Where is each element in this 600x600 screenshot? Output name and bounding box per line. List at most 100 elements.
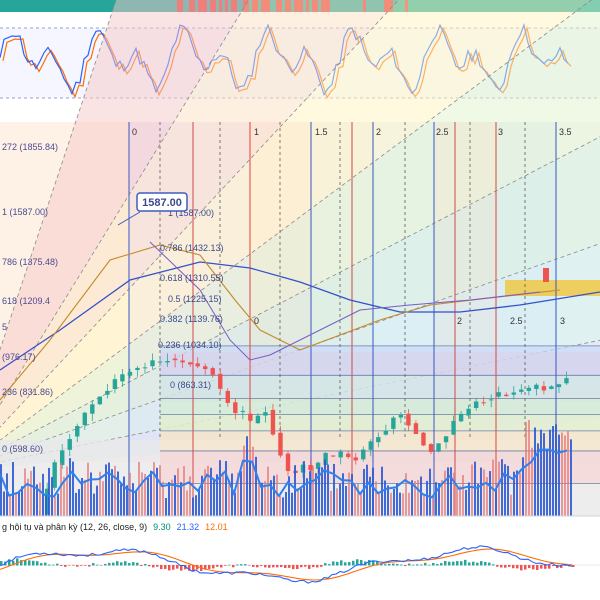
volume-bar-down [486,477,488,516]
volume-bar-up [522,457,524,516]
volume-bar-up [36,484,38,516]
macd-histogram-up [36,561,39,566]
macd-histogram-up [52,564,55,566]
volume-bar-down [153,462,155,516]
macd-histogram-down [160,565,163,570]
volume-bar-up [246,436,248,516]
macd-title: g hội tụ và phân kỳ (12, 26, close, 9) [2,522,147,532]
macd-histogram-down [532,565,535,570]
macd-histogram-up [428,564,431,566]
candle-up [90,404,95,414]
volume-bar-up [6,473,8,516]
macd-histogram-up [448,561,451,566]
volume-bar-down [567,430,569,516]
volume-bar-up [201,475,203,516]
fan-line [0,0,250,406]
fan-level-label: 618 (1209.4 [2,296,50,306]
volume-bar-up [69,458,71,516]
macd-histogram-up [488,562,491,566]
macd-histogram-down [220,565,223,568]
volume-bar-up [81,477,83,516]
retracement-band [160,375,600,399]
macd-histogram-up [356,559,359,566]
volume-bar-up [216,474,218,516]
macd-histogram-up [144,564,147,566]
time-zone-label: 2.5 [436,127,449,137]
strip-cell [93,0,96,12]
candle-up [489,399,494,401]
volume-bar-up [546,449,548,516]
volume-bar-up [321,467,323,516]
volume-bar-up [450,467,452,516]
strip-cell [24,0,27,12]
candle-up [519,389,524,392]
volume-bar-down [237,472,239,516]
volume-bar-up [327,464,329,516]
volume-bar-up [150,470,152,516]
macd-histogram-up [0,561,3,566]
callout-leader [117,211,141,226]
volume-bar-down [39,482,41,516]
volume-bar-down [30,470,32,516]
macd-histogram-up [456,561,459,566]
main-price-panel[interactable]: 272 (1855.84) 1 (1587.00) 786 (1375.48) 618… [0,0,600,565]
highlight-zone [505,280,600,296]
callout-text: 1587.00 [142,197,182,209]
candle-up [97,396,103,405]
volume-bar-up [270,480,272,516]
volume-bar-up [504,464,506,516]
volume-bar-up [132,483,134,516]
macd-histogram-up [412,564,415,566]
volume-bar-up [156,467,158,516]
volume-bar-down [375,481,377,516]
volume-bar-down [276,474,278,516]
volume-bar-up [48,467,50,516]
macd-histogram-down [176,565,179,569]
volume-bar-down [417,480,419,516]
candle-up [361,449,366,460]
volume-average-line [0,448,568,499]
strip-cell [45,0,48,12]
strip-cell [15,0,18,12]
macd-histogram-up [16,558,19,566]
volume-bar-up [240,471,242,516]
strip-cell [42,0,45,12]
volume-bar-down [414,481,416,516]
volume-bar-down [87,462,89,516]
macd-histogram-down [168,565,171,571]
volume-bar-down [378,492,380,516]
volume-bar-up [480,467,482,516]
macd-histogram-up [324,563,327,566]
macd-histogram-up [48,564,51,566]
volume-bar-down [189,476,191,516]
macd-histogram-down [260,565,263,566]
candle-up [451,420,456,435]
volume-bar-down [27,478,29,516]
macd-histogram-up [112,562,115,566]
time-zone-inner-label: 0 [254,316,259,326]
macd-value-histogram: 9.30 [153,522,171,532]
candle-down [172,358,178,361]
volume-bar-down [405,473,407,516]
volume-bar-down [144,473,146,516]
macd-histogram-down [252,565,255,567]
candle-down [195,363,200,367]
volume-bar-down [66,466,68,516]
price-callout[interactable]: 1587.00 [117,192,188,226]
candle-up [112,379,118,389]
volume-bar-up [477,484,479,516]
volume-bar-up [123,476,125,516]
strip-cell [33,0,36,12]
volume-bar-down [297,488,299,516]
macd-histogram-up [396,563,399,566]
candle-up [165,361,170,363]
macd-histogram-up [12,560,15,566]
macd-histogram-up [56,563,59,566]
macd-histogram-down [316,565,319,568]
volume-bar-down [54,496,56,516]
macd-histogram-down [552,565,555,567]
candle-down [330,455,336,457]
macd-histogram-up [452,561,455,566]
volume-bar-up [195,495,197,516]
